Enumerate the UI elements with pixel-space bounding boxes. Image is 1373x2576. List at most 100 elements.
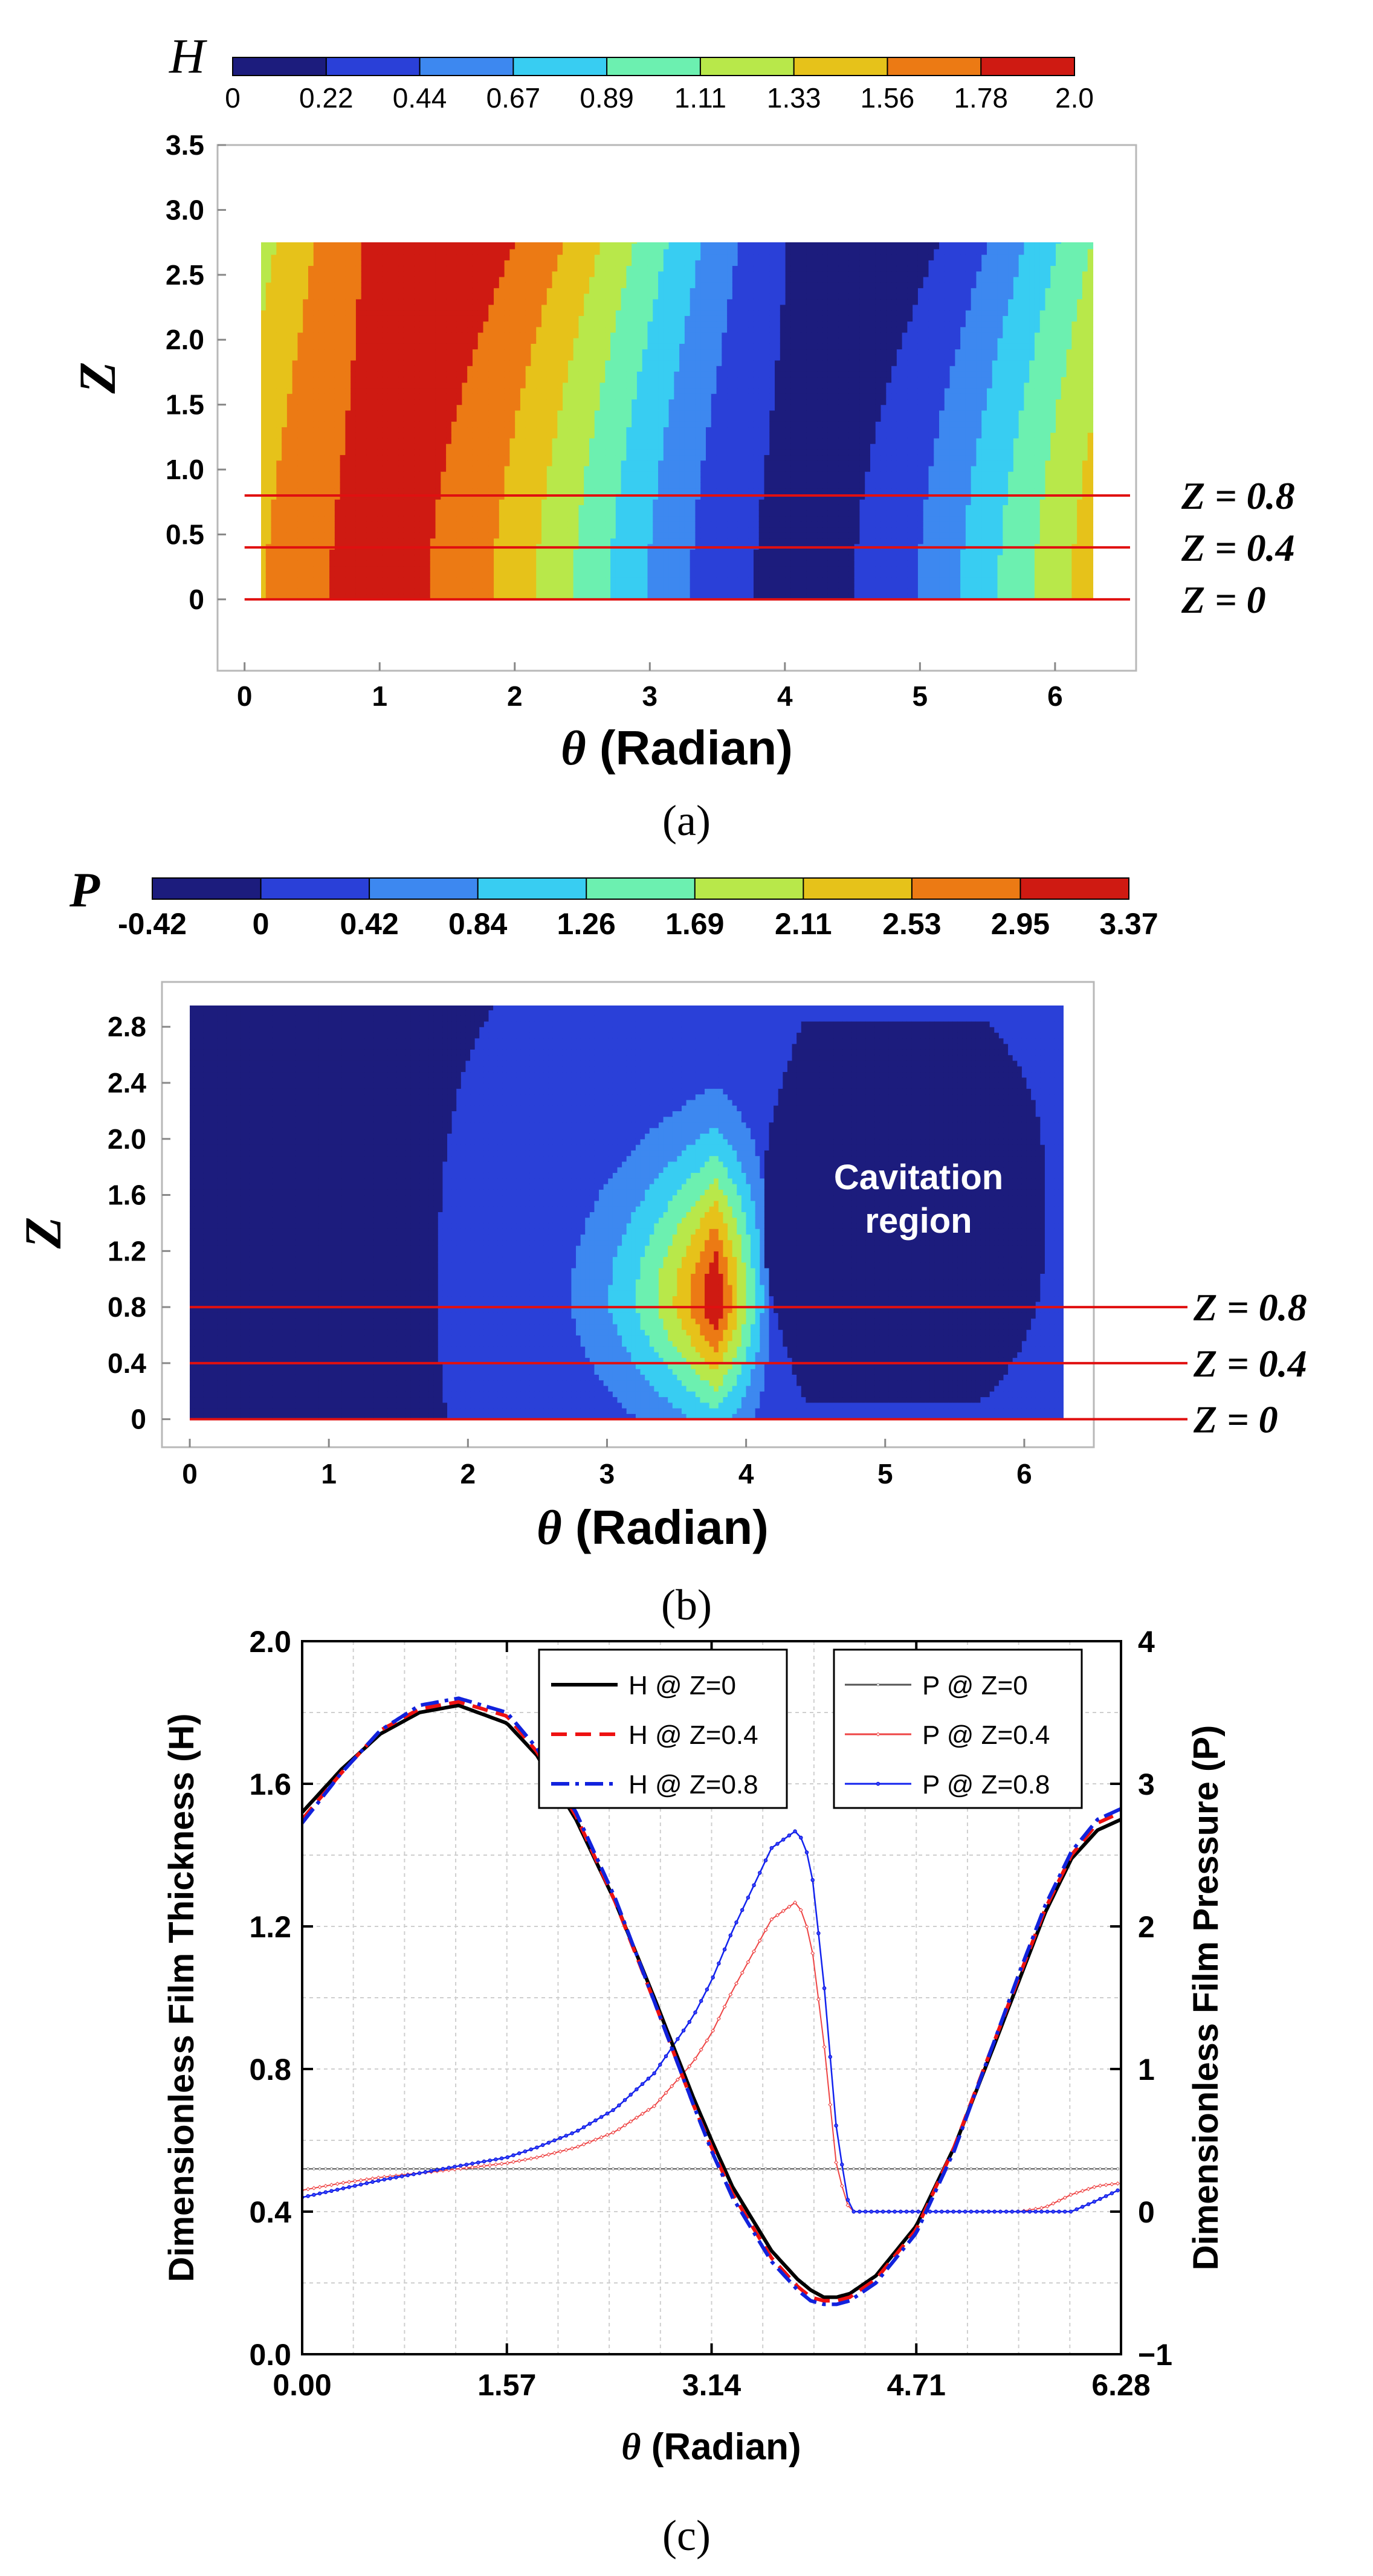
h-cell: [488, 382, 494, 389]
h-cell: [372, 232, 377, 238]
h-cell: [589, 560, 595, 567]
h-cell: [271, 404, 277, 411]
h-cell: [467, 271, 473, 277]
h-cell: [329, 321, 335, 328]
h-cell: [261, 354, 267, 361]
h-cell: [547, 232, 552, 238]
h-cell: [409, 593, 415, 600]
h-cell: [303, 354, 309, 361]
h-cell: [525, 276, 532, 283]
h-cell: [425, 254, 431, 260]
h-cell: [589, 338, 595, 344]
h-cell: [361, 460, 367, 466]
colorbar-swatch: [887, 57, 981, 76]
h-cell: [419, 583, 425, 589]
h-cell: [314, 210, 319, 216]
h-cell: [414, 416, 420, 422]
h-cell: [271, 538, 277, 544]
h-cell: [329, 399, 335, 405]
h-cell: [282, 227, 287, 233]
h-cell: [483, 388, 489, 394]
h-cell: [398, 577, 404, 583]
h-cell: [393, 393, 399, 400]
h-cell: [584, 399, 590, 405]
h-cell: [261, 460, 267, 466]
h-cell: [557, 254, 563, 260]
h-cell: [340, 583, 346, 589]
h-cell: [324, 366, 330, 372]
h-cell: [430, 505, 436, 511]
h-cell: [605, 593, 611, 600]
h-cell: [303, 549, 309, 555]
h-cell: [488, 560, 494, 567]
h-cell: [324, 454, 330, 461]
h-cell: [324, 577, 330, 583]
h-cell: [255, 538, 260, 544]
h-cell: [334, 410, 341, 416]
h-cell: [589, 427, 595, 433]
h-cell: [578, 227, 584, 233]
h-cell: [446, 549, 452, 555]
h-cell: [578, 399, 584, 405]
h-cell: [261, 376, 267, 383]
h-cell: [345, 588, 351, 595]
h-cell: [366, 260, 372, 266]
h-cell: [504, 382, 510, 389]
h-cell: [377, 293, 383, 300]
h-cell: [488, 566, 494, 572]
h-cell: [265, 527, 272, 533]
h-cell: [250, 516, 255, 522]
h-cell: [477, 248, 484, 255]
h-cell: [340, 304, 346, 311]
h-cell: [472, 265, 479, 272]
h-cell: [261, 382, 267, 389]
h-cell: [425, 460, 431, 466]
h-cell: [557, 310, 563, 316]
h-cell: [403, 243, 410, 250]
h-cell: [600, 216, 606, 222]
h-cell: [276, 221, 282, 227]
h-cell: [589, 260, 595, 266]
h-cell: [282, 583, 288, 589]
h-cell: [541, 243, 548, 250]
h-cell: [499, 460, 505, 466]
h-cell: [265, 477, 272, 483]
h-cell: [361, 232, 367, 238]
h-cell: [472, 482, 479, 489]
h-cell: [451, 382, 457, 389]
h-cell: [610, 354, 616, 361]
h-cell: [446, 315, 452, 322]
h-cell: [531, 354, 537, 361]
h-cell: [425, 560, 431, 567]
h-cell: [525, 382, 532, 389]
h-cell: [589, 499, 595, 505]
h-cell: [467, 454, 473, 461]
h-cell: [361, 477, 367, 483]
h-cell: [563, 437, 569, 444]
h-cell: [456, 288, 463, 294]
h-cell: [308, 505, 314, 511]
h-cell: [446, 242, 452, 244]
h-cell: [404, 221, 409, 227]
h-cell: [589, 505, 595, 511]
h-cell: [578, 332, 584, 338]
h-cell: [477, 366, 484, 372]
h-cell: [600, 227, 606, 233]
h-cell: [589, 566, 595, 572]
h-cell: [276, 521, 282, 528]
h-cell: [313, 393, 320, 400]
h-cell: [594, 566, 601, 572]
h-cell: [292, 532, 299, 539]
h-cell: [477, 265, 484, 272]
h-cell: [546, 416, 553, 422]
h-cell: [520, 343, 526, 350]
h-cell: [441, 282, 447, 288]
h-cell: [456, 354, 463, 361]
h-cell: [318, 566, 325, 572]
h-cell: [610, 577, 616, 583]
h-cell: [282, 315, 288, 322]
h-cell: [477, 416, 484, 422]
h-cell: [451, 210, 457, 216]
h-cell: [589, 349, 595, 355]
h-cell: [462, 242, 468, 244]
